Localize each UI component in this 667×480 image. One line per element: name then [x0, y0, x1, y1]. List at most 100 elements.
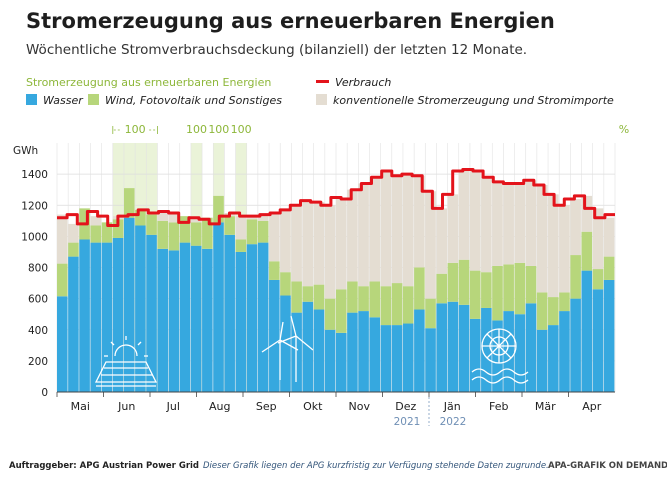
bar-wind	[157, 220, 168, 249]
x-tick-label: Feb	[489, 400, 508, 413]
legend-renewables-heading: Stromerzeugung aus erneuerbaren Energien	[26, 76, 272, 89]
percent-unit-label: %	[619, 123, 629, 136]
bar-conventional	[157, 211, 168, 221]
full-coverage-label: 100	[208, 123, 229, 136]
bar-wind	[302, 286, 314, 302]
x-tick-label: Dez	[395, 400, 416, 413]
bar-wind	[402, 286, 414, 324]
bar-wind	[112, 219, 124, 238]
x-tick-label: Jän	[443, 400, 461, 413]
bar-water	[414, 309, 425, 392]
bar-wind	[179, 216, 191, 243]
bar-water	[503, 311, 514, 392]
bar-wind	[503, 264, 514, 312]
bar-wind	[536, 292, 548, 330]
bar-water	[536, 329, 548, 392]
chart-title: Stromerzeugung aus erneuerbaren Energien	[26, 9, 555, 33]
bar-wind	[291, 281, 302, 313]
bar-water	[179, 242, 191, 392]
bar-wind	[570, 255, 581, 299]
bar-conventional	[536, 185, 548, 293]
bar-wind	[469, 270, 481, 319]
bar-wind	[146, 214, 157, 235]
year-label: 2022	[440, 416, 467, 428]
bar-water	[458, 304, 470, 392]
x-tick-label: Mär	[535, 400, 556, 413]
bar-water	[514, 314, 526, 392]
bar-wind	[592, 269, 604, 290]
x-tick-label: Nov	[349, 400, 371, 413]
bar-wind	[324, 298, 336, 330]
y-tick-label: 1200	[21, 200, 48, 212]
bar-conventional	[369, 177, 381, 282]
bar-conventional	[336, 199, 347, 290]
bar-water	[246, 244, 258, 392]
bar-conventional	[548, 194, 559, 298]
bar-water	[548, 325, 559, 392]
y-tick-label: 200	[28, 356, 48, 368]
bar-wind	[559, 292, 570, 312]
x-tick-label: Aug	[209, 400, 230, 413]
bar-wind	[525, 265, 537, 304]
bar-wind	[246, 219, 258, 245]
y-tick-label: 1400	[21, 169, 48, 181]
bar-wind	[135, 209, 146, 226]
bar-water	[369, 317, 381, 392]
y-tick-label: 600	[28, 294, 48, 306]
bar-water	[570, 298, 581, 392]
bar-conventional	[235, 216, 247, 240]
bar-wind	[190, 222, 202, 246]
legend-item-wind: Wind, Fotovoltaik und Sonstiges	[88, 94, 282, 107]
wind-turbine-icon	[261, 315, 314, 382]
bar-water	[101, 242, 113, 392]
bar-conventional	[447, 194, 459, 263]
bar-water	[324, 329, 336, 392]
bar-conventional	[436, 208, 447, 274]
bar-conventional	[503, 183, 514, 265]
bar-water	[592, 289, 604, 392]
bar-water	[135, 225, 146, 392]
bar-wind	[336, 289, 347, 333]
bar-water	[603, 279, 615, 392]
bar-conventional	[269, 213, 280, 262]
bar-wind	[458, 259, 470, 305]
x-tick-label: Jun	[117, 400, 135, 413]
x-tick-label: Jul	[166, 400, 180, 413]
full-coverage-label: 100	[186, 123, 207, 136]
legend-label-water: Wasser	[43, 94, 83, 107]
year-label: 2021	[394, 416, 421, 428]
bar-wind	[90, 225, 102, 243]
bar-wind	[280, 272, 291, 296]
bar-water	[257, 242, 269, 392]
bar-conventional	[90, 216, 102, 226]
chart-subtitle: Wöchentliche Stromverbrauchsdeckung (bil…	[26, 42, 528, 58]
bar-conventional	[302, 200, 314, 287]
bar-conventional	[570, 199, 581, 256]
bar-water	[269, 279, 280, 392]
bar-conventional	[313, 202, 325, 285]
full-coverage-label: 100	[125, 123, 146, 136]
bar-conventional	[525, 180, 537, 266]
bar-wind	[202, 217, 213, 249]
bar-wind	[168, 222, 180, 251]
bar-wind	[313, 284, 325, 310]
bar-conventional	[324, 205, 336, 299]
footer-credit: APA-GRAFIK ON DEMAND	[548, 461, 667, 471]
y-tick-label: 1000	[21, 231, 48, 243]
bar-water	[347, 312, 358, 392]
bar-conventional	[469, 171, 481, 271]
bar-water	[202, 248, 213, 392]
legend-label-consumption: Verbrauch	[335, 76, 392, 89]
legend-swatch-consumption	[316, 80, 329, 83]
legend-swatch-water	[26, 94, 37, 105]
bar-conventional	[280, 209, 291, 273]
bar-water	[469, 318, 481, 392]
bar-wind	[235, 239, 247, 252]
bar-conventional	[347, 189, 358, 282]
footer-client: Auftraggeber: APG Austrian Power Grid	[9, 461, 200, 471]
bar-conventional	[458, 171, 470, 260]
legend-label-wind: Wind, Fotovoltaik und Sonstiges	[105, 94, 282, 107]
bar-conventional	[291, 205, 302, 282]
bar-water	[123, 217, 135, 392]
